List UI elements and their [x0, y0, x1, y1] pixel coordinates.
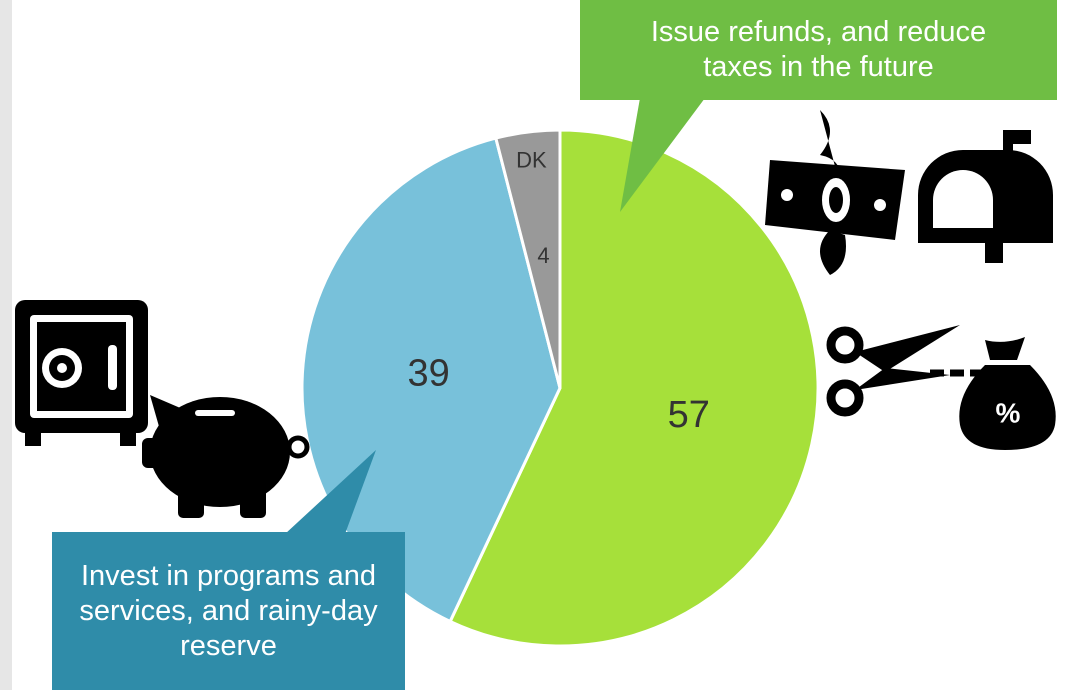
bag-icon: %: [959, 337, 1056, 450]
callout: Invest in programs and services, and rai…: [52, 532, 405, 690]
percent-glyph: %: [996, 397, 1021, 428]
pie: 57 39 4 DK: [300, 128, 820, 648]
category-label: DK: [516, 148, 547, 173]
callout: Issue refunds, and reduce taxes in the f…: [580, 0, 1057, 100]
safe-icon: [15, 300, 148, 446]
left-edge: [0, 0, 12, 690]
value-label: 57: [668, 394, 710, 436]
money-icon: [765, 110, 905, 275]
piggy-icon: [142, 395, 310, 518]
value-label: 4: [537, 243, 549, 268]
callout-pointer: [620, 98, 705, 212]
callout-pointer: [285, 450, 376, 534]
mailbox-icon: [918, 130, 1053, 263]
pie-slice: [494, 128, 562, 389]
scissors-icon: [826, 325, 985, 417]
value-label: 39: [407, 353, 449, 395]
pie-slice: [448, 128, 820, 648]
